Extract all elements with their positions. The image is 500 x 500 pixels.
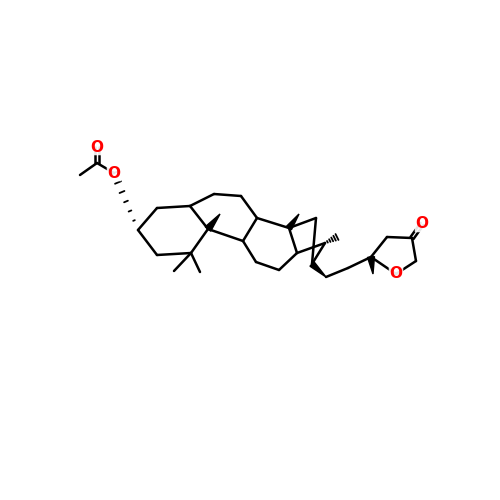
Polygon shape (368, 256, 374, 274)
Polygon shape (310, 262, 326, 277)
Polygon shape (286, 214, 299, 230)
Text: O: O (390, 266, 402, 281)
Text: O: O (416, 216, 428, 232)
Text: O: O (90, 140, 104, 154)
Polygon shape (206, 214, 220, 231)
Text: O: O (108, 166, 120, 180)
